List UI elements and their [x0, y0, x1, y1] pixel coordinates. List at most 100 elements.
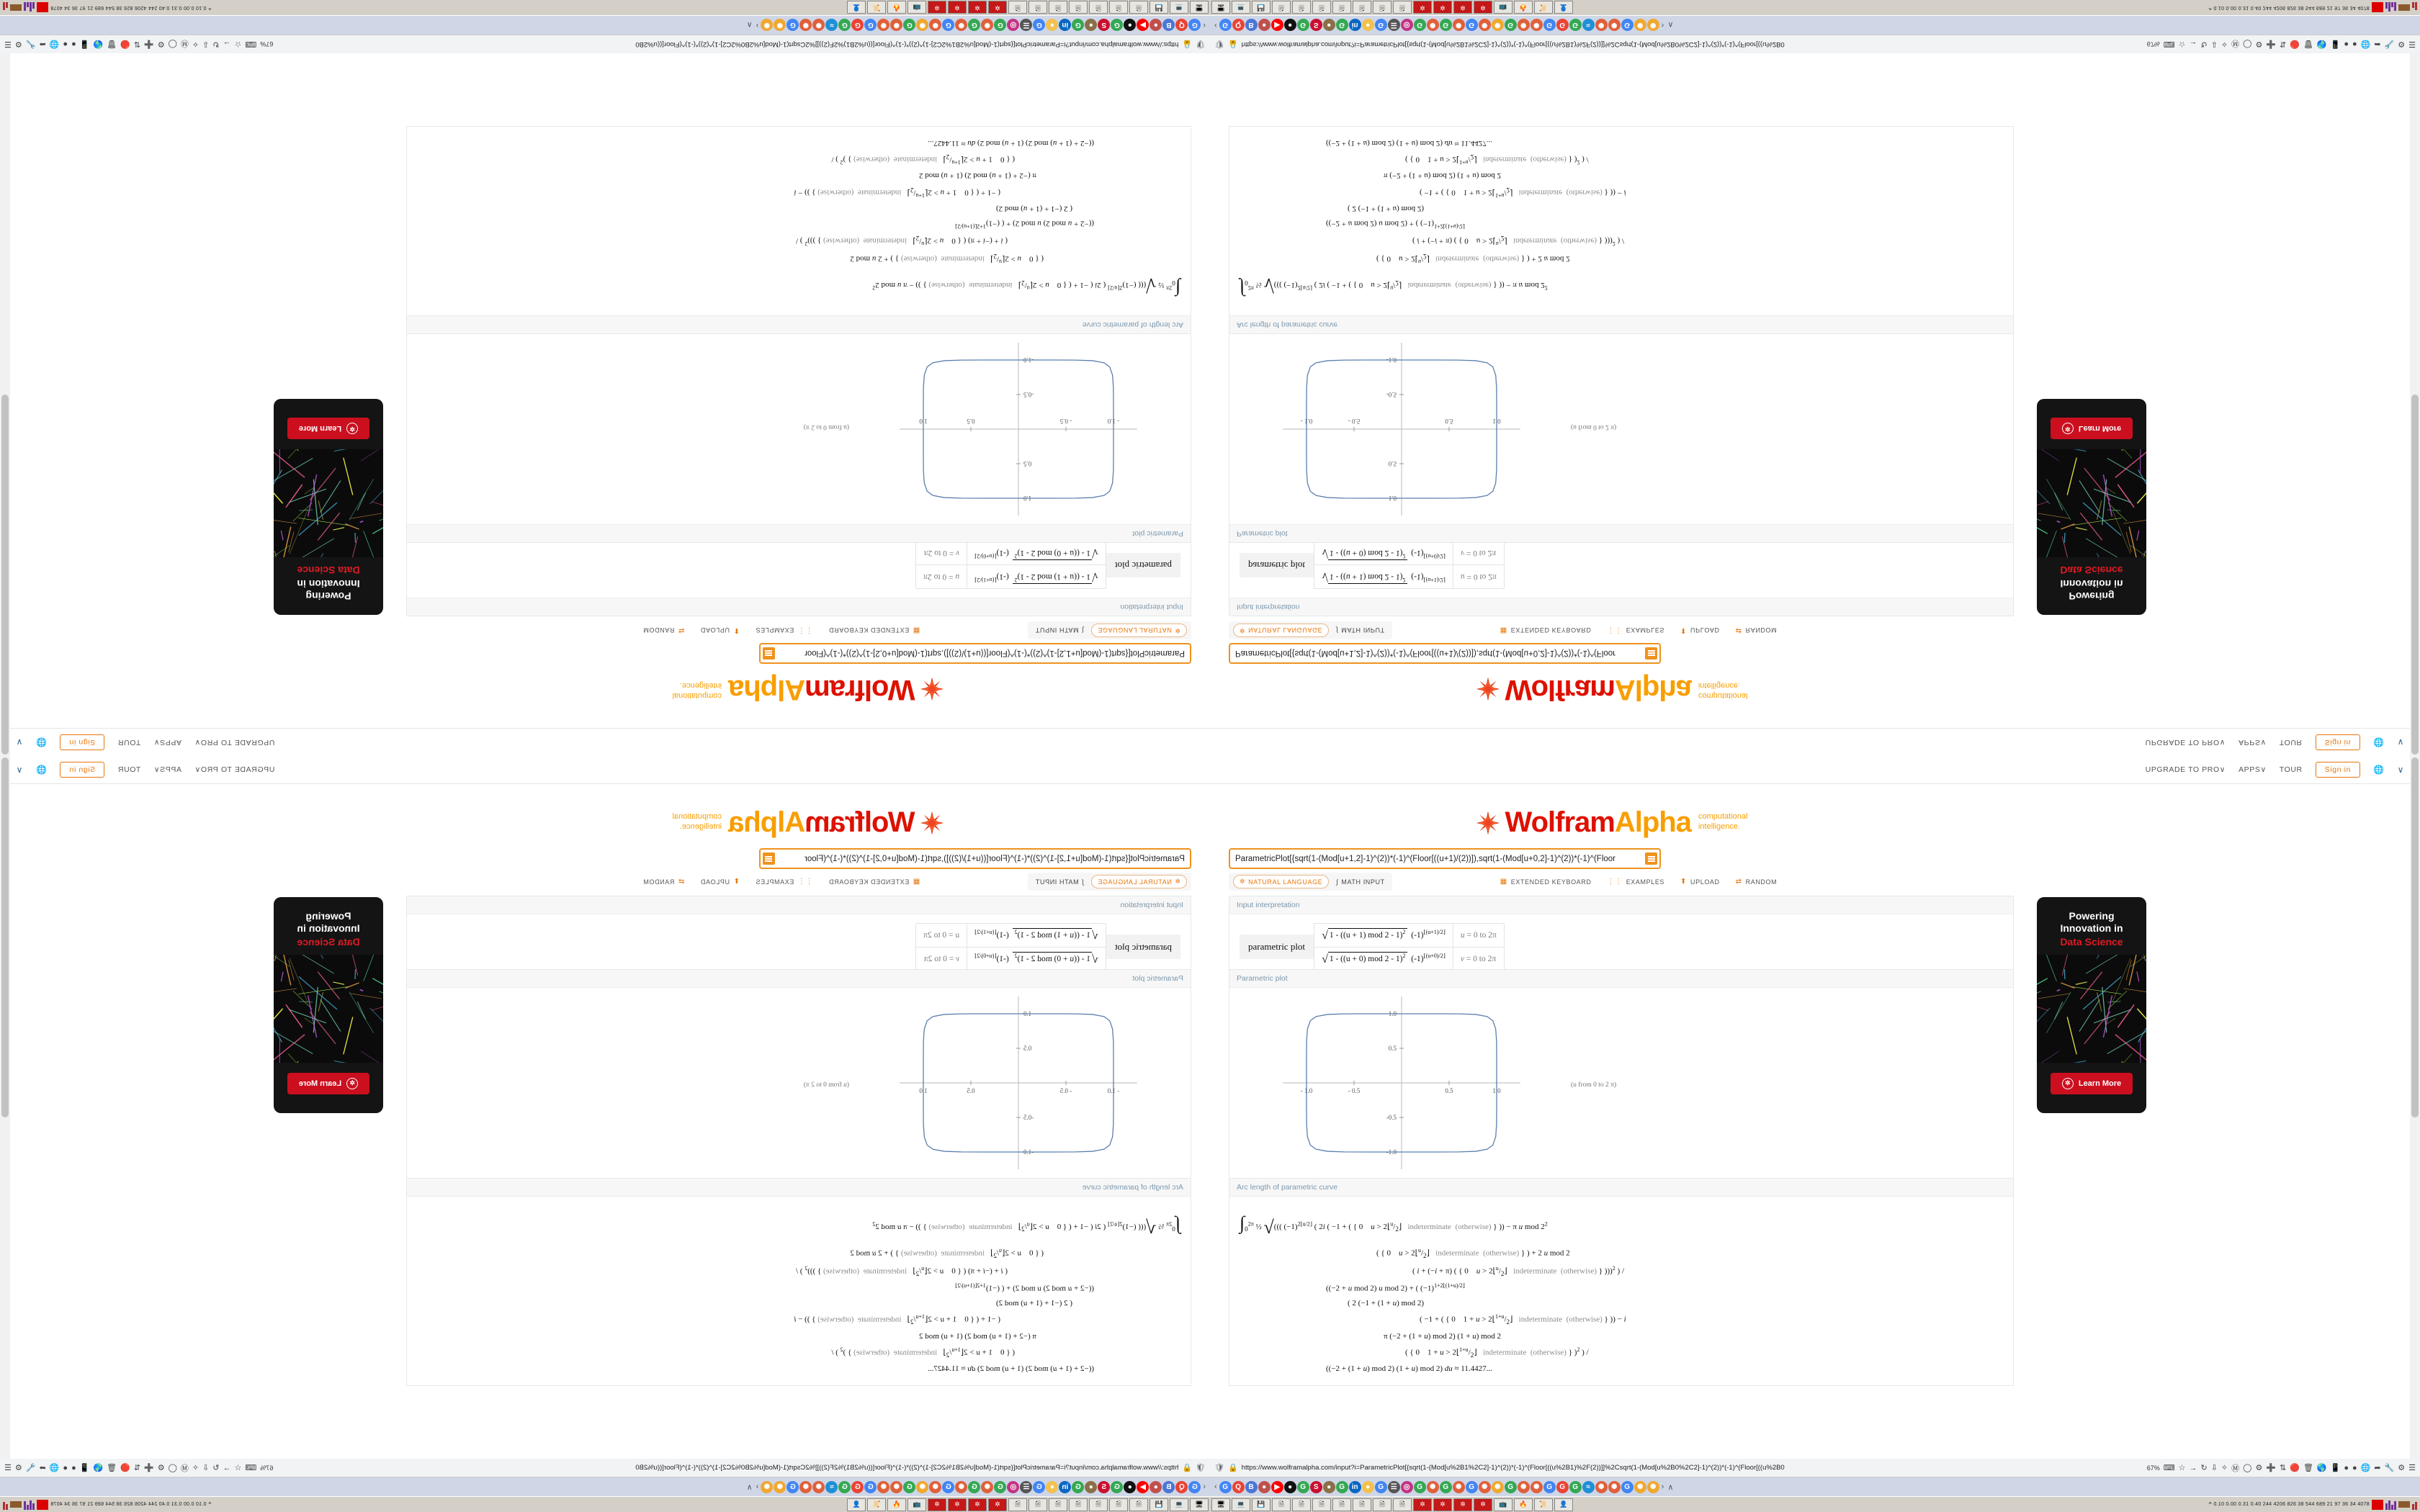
nav-tour[interactable]: TOUR	[2279, 738, 2303, 747]
taskbar-item-wolfram1[interactable]: ✲	[988, 1, 1007, 14]
taskbar-item-doc1[interactable]: 🗎	[1272, 1498, 1291, 1511]
browser-tab-favicon[interactable]: in	[1059, 1480, 1072, 1493]
browser-tab-favicon[interactable]: ●	[1046, 1480, 1059, 1493]
browser-tab-favicon[interactable]: ✺	[955, 1480, 968, 1493]
browser-tab-favicon[interactable]: in	[1059, 19, 1072, 32]
wolframalpha-logo[interactable]: WolframAlpha computational intelligence.	[407, 674, 1210, 706]
browser-tab-favicon[interactable]: ●	[1361, 19, 1374, 32]
browser-tab-favicon[interactable]: G	[942, 1480, 955, 1493]
shield-icon[interactable]: 🛡	[1196, 1464, 1206, 1472]
query-bar[interactable]	[1229, 848, 1661, 869]
taskbar-item-wolfram2[interactable]: ✲	[968, 1498, 987, 1511]
taskbar-item-doc3[interactable]: 🗎	[1312, 1, 1331, 14]
browser-tab-favicon[interactable]: G	[1413, 19, 1426, 32]
lock-icon[interactable]: 🔒	[1227, 1464, 1238, 1472]
examples-button[interactable]: ⋮⋮ EXAMPLES	[1607, 626, 1665, 634]
browser-tab-favicon[interactable]: S	[1309, 19, 1322, 32]
taskbar-item-firefox[interactable]: 🔥	[1514, 1498, 1533, 1511]
browser-tab-favicon[interactable]: ✺	[1646, 19, 1659, 32]
add-icon[interactable]: ➕	[143, 40, 154, 48]
learn-more-button[interactable]: ✲ Learn More	[287, 418, 370, 440]
profile-icon[interactable]: ◯	[168, 40, 177, 48]
browser-tab-favicon[interactable]: G	[1296, 19, 1309, 32]
query-bar[interactable]	[1229, 643, 1661, 664]
chevron-down-icon[interactable]: ∨	[16, 765, 23, 775]
scrollbar-thumb[interactable]	[1, 757, 9, 1117]
settings-gear-icon[interactable]: ⚙	[2398, 1464, 2406, 1472]
sync-icon[interactable]: ⇅	[133, 40, 140, 48]
browser-tab-favicon[interactable]: ◎	[1400, 1480, 1413, 1493]
browser-tab-favicon[interactable]: ✺	[1608, 1480, 1621, 1493]
taskbar-item-disk[interactable]: 💾	[1150, 1498, 1168, 1511]
wolframalpha-logo[interactable]: WolframAlpha computational intelligence.	[407, 806, 1210, 838]
taskbar-item-doc3[interactable]: 🗎	[1089, 1, 1108, 14]
browser-tab-favicon[interactable]: ✺	[799, 1480, 812, 1493]
sync-icon[interactable]: ⇅	[2280, 40, 2287, 48]
browser-tab-favicon[interactable]: G	[1111, 19, 1124, 32]
taskbar-item-doc3[interactable]: 🗎	[1089, 1498, 1108, 1511]
network-icon[interactable]: 🌐	[49, 1464, 60, 1472]
browser-tab-favicon[interactable]: G	[1219, 1480, 1232, 1493]
browser-tab-favicon[interactable]: G	[1543, 19, 1556, 32]
search-input[interactable]	[775, 649, 1185, 658]
trash-icon[interactable]: 🗑	[2303, 40, 2313, 48]
taskbar-item-wolfram3[interactable]: ✲	[1453, 1498, 1472, 1511]
sign-in-button[interactable]: Sign in	[59, 762, 105, 778]
wrench-icon[interactable]: 🔧	[25, 40, 36, 48]
add-icon[interactable]: ➕	[143, 1464, 154, 1472]
learn-more-button[interactable]: ✲ Learn More	[2050, 1072, 2133, 1094]
shield-icon[interactable]: 🛡	[1196, 40, 1206, 48]
sign-in-button[interactable]: Sign in	[2315, 762, 2361, 778]
browser-tab-favicon[interactable]: ✺	[890, 19, 903, 32]
taskbar-item-computer[interactable]: 💻	[1232, 1, 1250, 14]
browser-tab-favicon[interactable]: ✺	[916, 19, 929, 32]
browser-tab-favicon[interactable]: ●	[1085, 1480, 1098, 1493]
taskbar-item-doc7[interactable]: 🗎	[1393, 1, 1412, 14]
taskbar-item-firefox[interactable]: 🔥	[887, 1, 906, 14]
tab-scroll-right[interactable]: ›	[1661, 21, 1664, 30]
browser-tab-favicon[interactable]: G	[1219, 19, 1232, 32]
nav-tour[interactable]: TOUR	[117, 738, 141, 747]
browser-tab-favicon[interactable]: G	[838, 19, 851, 32]
examples-button[interactable]: ⋮⋮ EXAMPLES	[755, 626, 813, 634]
translate-icon[interactable]: ⌨	[2163, 40, 2175, 48]
browser-tab-favicon[interactable]: ✺	[761, 1480, 774, 1493]
extensions-icon[interactable]: ✧	[2220, 1464, 2228, 1472]
natural-language-button[interactable]: ✲ NATURAL LANGUAGE	[1090, 624, 1187, 637]
gear-icon[interactable]: ⚙	[157, 1464, 165, 1472]
globe-tool-icon[interactable]: 🌎	[2316, 1464, 2327, 1472]
tab-scroll-right[interactable]: ›	[756, 21, 759, 30]
reload-icon[interactable]: ↻	[2200, 1464, 2208, 1472]
taskbar-item-wolfram2[interactable]: ✲	[1433, 1498, 1452, 1511]
taskbar-item-doc5[interactable]: 🗎	[1353, 1, 1371, 14]
vertical-scrollbar[interactable]	[0, 35, 10, 756]
browser-tab-favicon[interactable]: ✺	[929, 1480, 942, 1493]
browser-tab-favicon[interactable]: ✺	[774, 19, 786, 32]
nav-upgrade-to-pro[interactable]: UPGRADE TO PRO∨	[194, 765, 275, 774]
taskbar-item-display[interactable]: 📺	[908, 1, 926, 14]
translate-a-icon[interactable]: Ⓜ	[180, 39, 189, 48]
browser-tab-favicon[interactable]: G	[994, 19, 1007, 32]
sign-in-button[interactable]: Sign in	[2315, 734, 2361, 750]
tab-scroll-right[interactable]: ›	[1661, 1482, 1664, 1491]
sidebar-advertisement[interactable]: Powering Innovation in Data Science ✲ Lea…	[2037, 399, 2146, 615]
globe-icon[interactable]: 🌐	[35, 737, 47, 747]
browser-tab-favicon[interactable]: in	[1348, 1480, 1361, 1493]
browser-tab-favicon[interactable]: G	[968, 1480, 981, 1493]
forward-arrow-icon[interactable]: →	[223, 1463, 231, 1472]
browser-tab-favicon[interactable]: ✺	[812, 19, 825, 32]
submit-button[interactable]	[1645, 647, 1657, 660]
share-icon[interactable]: ➦	[39, 40, 46, 48]
browser-tab-favicon[interactable]: G	[786, 1480, 799, 1493]
browser-tab-favicon[interactable]: ✺	[1530, 19, 1543, 32]
browser-tab-favicon[interactable]: G	[864, 1480, 877, 1493]
browser-tab-favicon[interactable]: G	[864, 19, 877, 32]
taskbar-item-display[interactable]: 📺	[908, 1498, 926, 1511]
taskbar-item-doc7[interactable]: 🗎	[1008, 1498, 1027, 1511]
random-button[interactable]: ⇄ RANDOM	[642, 878, 685, 886]
browser-tab-favicon[interactable]: ✺	[1452, 1480, 1465, 1493]
url-text[interactable]: https://www.wolframalpha.com/input?i=Par…	[1241, 40, 1785, 48]
browser-tab-favicon[interactable]: G	[1188, 19, 1201, 32]
browser-tab-favicon[interactable]: ✺	[1608, 19, 1621, 32]
browser-tab-favicon[interactable]: G	[1072, 1480, 1085, 1493]
